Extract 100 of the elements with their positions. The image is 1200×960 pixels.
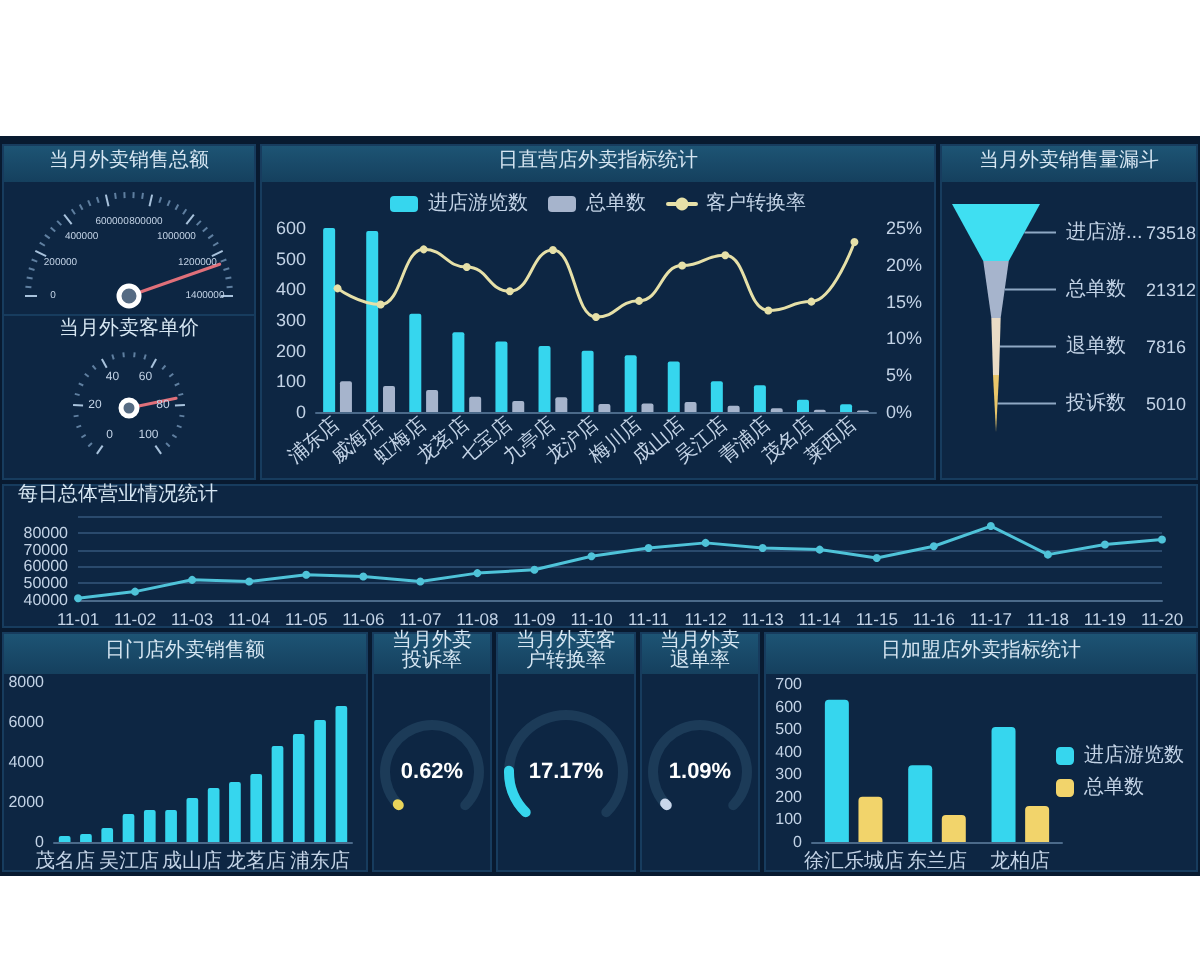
bar xyxy=(80,834,92,842)
point xyxy=(986,522,995,531)
y-tick-label: 700 xyxy=(775,675,804,693)
bar xyxy=(840,404,853,412)
point xyxy=(678,261,687,270)
y-tick-label: 200 xyxy=(275,340,306,361)
x-tick-label: 徐汇乐城店 xyxy=(803,849,904,873)
bar xyxy=(314,720,326,842)
x-tick-label: 11-08 xyxy=(456,609,500,629)
y-tick-label: 6000 xyxy=(8,713,46,731)
point xyxy=(1043,550,1052,559)
category-label: 投诉数 xyxy=(1064,390,1126,415)
x-tick-label: 11-10 xyxy=(570,609,614,629)
point xyxy=(701,538,710,547)
point xyxy=(333,284,342,293)
x-tick-label: 11-14 xyxy=(798,609,842,629)
y2-tick-label: 25% xyxy=(886,218,923,238)
bar xyxy=(271,746,284,842)
point xyxy=(1100,540,1109,549)
point xyxy=(245,577,254,586)
y-tick-label: 0 xyxy=(295,402,306,422)
point xyxy=(644,543,653,552)
x-tick-label: 11-15 xyxy=(855,609,899,629)
bar xyxy=(186,798,199,842)
x-tick-label: 11-19 xyxy=(1083,609,1127,629)
y2-tick-label: 5% xyxy=(886,365,913,386)
point xyxy=(505,287,514,296)
y-tick-label: 400 xyxy=(275,279,306,300)
point xyxy=(872,554,881,562)
y2-tick-label: 0% xyxy=(886,402,913,422)
point xyxy=(592,313,600,322)
x-tick-label: 11-11 xyxy=(628,609,670,629)
bar xyxy=(101,828,114,842)
y-tick-label: 0 xyxy=(35,833,46,851)
bar xyxy=(122,814,135,842)
x-tick-label: 11-17 xyxy=(969,609,1013,629)
text: 当月外卖客单价 xyxy=(57,316,201,344)
data-label: 5010 xyxy=(1146,393,1187,414)
x-tick-label: 11-05 xyxy=(285,609,328,629)
point xyxy=(462,263,471,272)
point xyxy=(635,296,644,305)
x-tick-label: 11-04 xyxy=(228,609,271,629)
point xyxy=(188,575,197,584)
x-tick-label: 吴江店 xyxy=(98,849,159,873)
data-label: 73518 xyxy=(1146,222,1197,243)
chart-title: 日直营店外卖指标统计 xyxy=(260,144,936,180)
y2-tick-label: 15% xyxy=(886,291,923,312)
legend-label: 进店游览数 xyxy=(1084,743,1184,767)
data-label: 21312 xyxy=(1146,279,1197,300)
data-label: 7816 xyxy=(1146,336,1187,357)
bar xyxy=(250,774,263,842)
y-tick-label: 60000 xyxy=(23,557,70,576)
text: 当月外卖销售量漏斗 xyxy=(940,144,1198,180)
legend-label: 总单数 xyxy=(584,191,646,215)
point xyxy=(416,577,425,586)
bar xyxy=(555,397,568,412)
y-tick-label: 500 xyxy=(775,720,804,739)
data-label: 0.62% xyxy=(400,760,464,784)
bar xyxy=(512,400,525,412)
y-tick-label: 2000 xyxy=(8,793,46,811)
x-tick-label: 浦东店 xyxy=(290,849,351,873)
bar xyxy=(469,396,482,412)
bar xyxy=(335,706,348,842)
chart-title: 日门店外卖销售额 xyxy=(2,632,368,672)
x-tick-label: 11-01 xyxy=(56,609,100,629)
y-tick-label: 4000 xyxy=(8,753,46,771)
point xyxy=(74,594,82,603)
point xyxy=(359,572,368,581)
category-label: 进店游... xyxy=(1066,219,1143,244)
point xyxy=(807,297,816,306)
point xyxy=(721,251,730,260)
y2-tick-label: 10% xyxy=(886,328,923,349)
data-label: 1.09% xyxy=(668,760,732,784)
point xyxy=(1158,535,1166,544)
legend-label: 进店游览数 xyxy=(428,191,528,215)
x-tick-label: 11-18 xyxy=(1026,609,1070,629)
bar xyxy=(641,403,654,412)
bar xyxy=(991,726,1016,842)
bar xyxy=(710,381,723,412)
x-tick-label: 成山店 xyxy=(162,849,223,873)
y2-tick-label: 20% xyxy=(886,254,923,275)
bar xyxy=(143,810,156,842)
bar xyxy=(229,782,241,842)
y-tick-label: 100 xyxy=(775,810,804,829)
bar xyxy=(581,350,594,412)
y-tick-label: 600 xyxy=(775,697,804,716)
bar xyxy=(858,796,883,842)
x-tick-label: 11-03 xyxy=(171,609,214,629)
point xyxy=(376,300,385,309)
bar xyxy=(366,231,379,412)
bar xyxy=(409,313,422,412)
y-tick-label: 8000 xyxy=(8,673,46,691)
bar xyxy=(207,788,220,842)
bar xyxy=(753,385,766,412)
bar xyxy=(824,699,849,842)
bar xyxy=(426,389,439,412)
bar xyxy=(495,341,508,412)
legend-label: 总单数 xyxy=(1082,775,1144,799)
category-label: 退单数 xyxy=(1066,333,1126,358)
y-tick-label: 70000 xyxy=(23,540,70,559)
